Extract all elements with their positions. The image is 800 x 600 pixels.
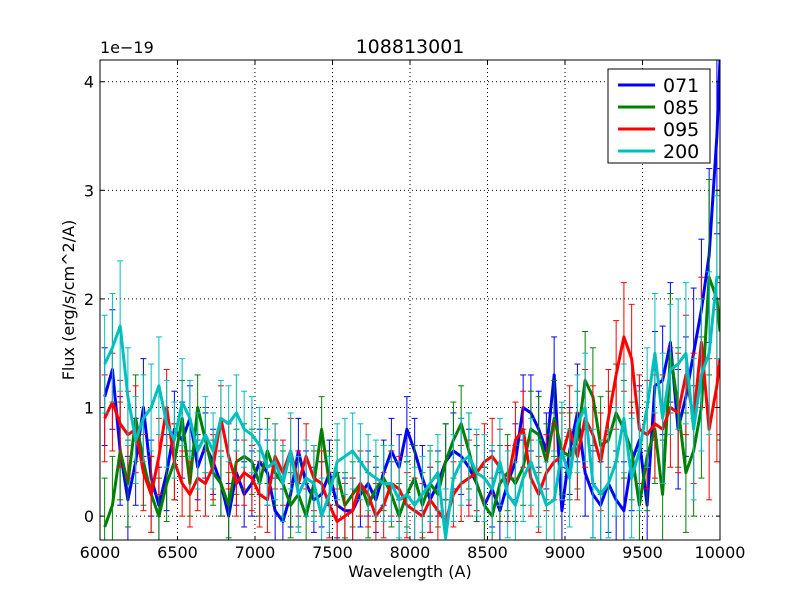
series-layer xyxy=(101,60,720,540)
x-tick-label: 6000 xyxy=(80,543,121,562)
y-offset-text: 1e−19 xyxy=(100,38,154,57)
legend-label-095: 095 xyxy=(663,119,699,141)
y-tick-label: 1 xyxy=(84,399,94,418)
legend-label-200: 200 xyxy=(663,141,699,163)
legend-label-071: 071 xyxy=(663,75,699,97)
line-200 xyxy=(103,275,720,540)
y-tick-label: 4 xyxy=(84,73,94,92)
x-tick-label: 9500 xyxy=(622,543,663,562)
legend-label-085: 085 xyxy=(663,97,699,119)
x-tick-label: 8500 xyxy=(467,543,508,562)
y-tick-label: 3 xyxy=(84,181,94,200)
y-tick-label: 0 xyxy=(84,507,94,526)
y-axis-label: Flux (erg/s/cm^2/A) xyxy=(59,220,78,381)
x-tick-label: 9000 xyxy=(545,543,586,562)
x-tick-label: 7500 xyxy=(312,543,353,562)
series-200 xyxy=(101,189,720,540)
x-tick-label: 8000 xyxy=(390,543,431,562)
x-tick-label: 10000 xyxy=(695,543,746,562)
x-axis-label: Wavelength (A) xyxy=(348,562,471,581)
y-tick-label: 2 xyxy=(84,290,94,309)
x-tick-label: 7000 xyxy=(235,543,276,562)
x-tick-label: 6500 xyxy=(157,543,198,562)
chart-title: 108813001 xyxy=(356,36,465,58)
ticks: 6000 6500 7000 7500 8000 8500 9000 9500 10000 0 1 2… xyxy=(80,60,746,562)
